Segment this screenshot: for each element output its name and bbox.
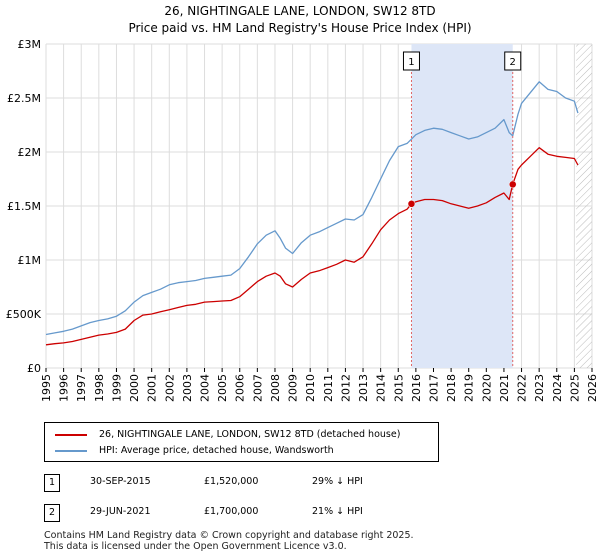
x-tick-label: 2005 bbox=[216, 374, 229, 402]
x-tick-label: 2004 bbox=[199, 374, 212, 402]
x-tick-label: 2023 bbox=[533, 374, 546, 402]
x-tick-label: 2010 bbox=[304, 374, 317, 402]
x-tick-label: 1997 bbox=[75, 374, 88, 402]
x-tick-label: 2026 bbox=[586, 374, 599, 402]
x-tick-label: 1999 bbox=[110, 374, 123, 402]
x-tick-label: 2011 bbox=[322, 374, 335, 402]
sale-date: 30-SEP-2015 bbox=[90, 476, 151, 487]
y-tick-label: £1.5M bbox=[7, 200, 41, 213]
x-tick-label: 2003 bbox=[181, 374, 194, 402]
x-tick-label: 2019 bbox=[463, 374, 476, 402]
property-series-line bbox=[45, 147, 579, 346]
x-tick-label: 2024 bbox=[551, 374, 564, 402]
sale-date: 29-JUN-2021 bbox=[90, 506, 151, 517]
sale-hpi-diff: 29% ↓ HPI bbox=[312, 476, 363, 487]
sale-price: £1,520,000 bbox=[204, 476, 259, 487]
y-tick-label: £2M bbox=[18, 146, 42, 159]
y-tick-label: £500K bbox=[6, 308, 42, 321]
x-tick-label: 2008 bbox=[269, 374, 282, 402]
legend-label-property: 26, NIGHTINGALE LANE, LONDON, SW12 8TD (… bbox=[99, 429, 401, 440]
x-tick-label: 2000 bbox=[128, 374, 141, 402]
footer-line2: This data is licensed under the Open Gov… bbox=[44, 541, 347, 552]
hpi-line-swatch bbox=[55, 450, 87, 452]
sale-number-badge: 2 bbox=[44, 504, 60, 522]
y-tick-label: £3M bbox=[18, 38, 42, 51]
sale-row: 1 30-SEP-2015 £1,520,000 29% ↓ HPI bbox=[44, 474, 564, 492]
x-tick-label: 2009 bbox=[287, 374, 300, 402]
sale-hpi-diff: 21% ↓ HPI bbox=[312, 506, 363, 517]
x-tick-label: 2013 bbox=[357, 374, 370, 402]
x-tick-label: 2025 bbox=[568, 374, 581, 402]
x-tick-label: 2015 bbox=[392, 374, 405, 402]
hpi-series-line bbox=[45, 81, 579, 336]
x-tick-label: 2022 bbox=[516, 374, 529, 402]
property-line-swatch bbox=[55, 434, 87, 436]
future-hatch-region bbox=[576, 44, 592, 368]
footer-attribution: Contains HM Land Registry data © Crown c… bbox=[44, 530, 414, 552]
x-tick-label: 2012 bbox=[339, 374, 352, 402]
chart-title-line2: Price paid vs. HM Land Registry's House … bbox=[128, 21, 472, 35]
price-chart: 1 2 £0 £500K £1M £1.5M £2M £2.5M £3M 1995 1996 199… bbox=[6, 38, 599, 402]
x-tick-label: 1996 bbox=[58, 374, 71, 402]
x-tick-label: 2001 bbox=[146, 374, 159, 402]
sale-annotation-label: 2 bbox=[510, 57, 516, 68]
sale-annotation-label: 1 bbox=[408, 57, 414, 68]
x-tick-label: 2020 bbox=[480, 374, 493, 402]
x-tick-label: 2021 bbox=[498, 374, 511, 402]
x-tick-label: 1995 bbox=[40, 374, 53, 402]
x-tick-label: 2018 bbox=[445, 374, 458, 402]
x-tick-label: 1998 bbox=[93, 374, 106, 402]
y-tick-label: £0 bbox=[27, 362, 41, 375]
x-tick-label: 2014 bbox=[375, 374, 388, 402]
x-tick-label: 2002 bbox=[163, 374, 176, 402]
chart-title-line1: 26, NIGHTINGALE LANE, LONDON, SW12 8TD bbox=[164, 4, 436, 18]
x-tick-label: 2017 bbox=[427, 374, 440, 402]
sale-row: 2 29-JUN-2021 £1,700,000 21% ↓ HPI bbox=[44, 504, 564, 522]
legend: 26, NIGHTINGALE LANE, LONDON, SW12 8TD (… bbox=[44, 422, 439, 462]
chart-title: 26, NIGHTINGALE LANE, LONDON, SW12 8TD P… bbox=[0, 3, 600, 37]
sale-number-badge: 1 bbox=[44, 474, 60, 492]
y-tick-label: £1M bbox=[18, 254, 42, 267]
sale-point bbox=[508, 180, 517, 189]
sale-annotation-box bbox=[504, 51, 522, 71]
y-tick-label: £2.5M bbox=[7, 92, 41, 105]
x-tick-label: 2006 bbox=[234, 374, 247, 402]
x-tick-label: 2016 bbox=[410, 374, 423, 402]
sale-annotation-box bbox=[402, 51, 420, 71]
sale-point bbox=[407, 200, 416, 208]
x-tick-label: 2007 bbox=[251, 374, 264, 402]
footer-line1: Contains HM Land Registry data © Crown c… bbox=[44, 530, 414, 541]
sale-price: £1,700,000 bbox=[204, 506, 259, 517]
legend-label-hpi: HPI: Average price, detached house, Wand… bbox=[99, 445, 334, 456]
